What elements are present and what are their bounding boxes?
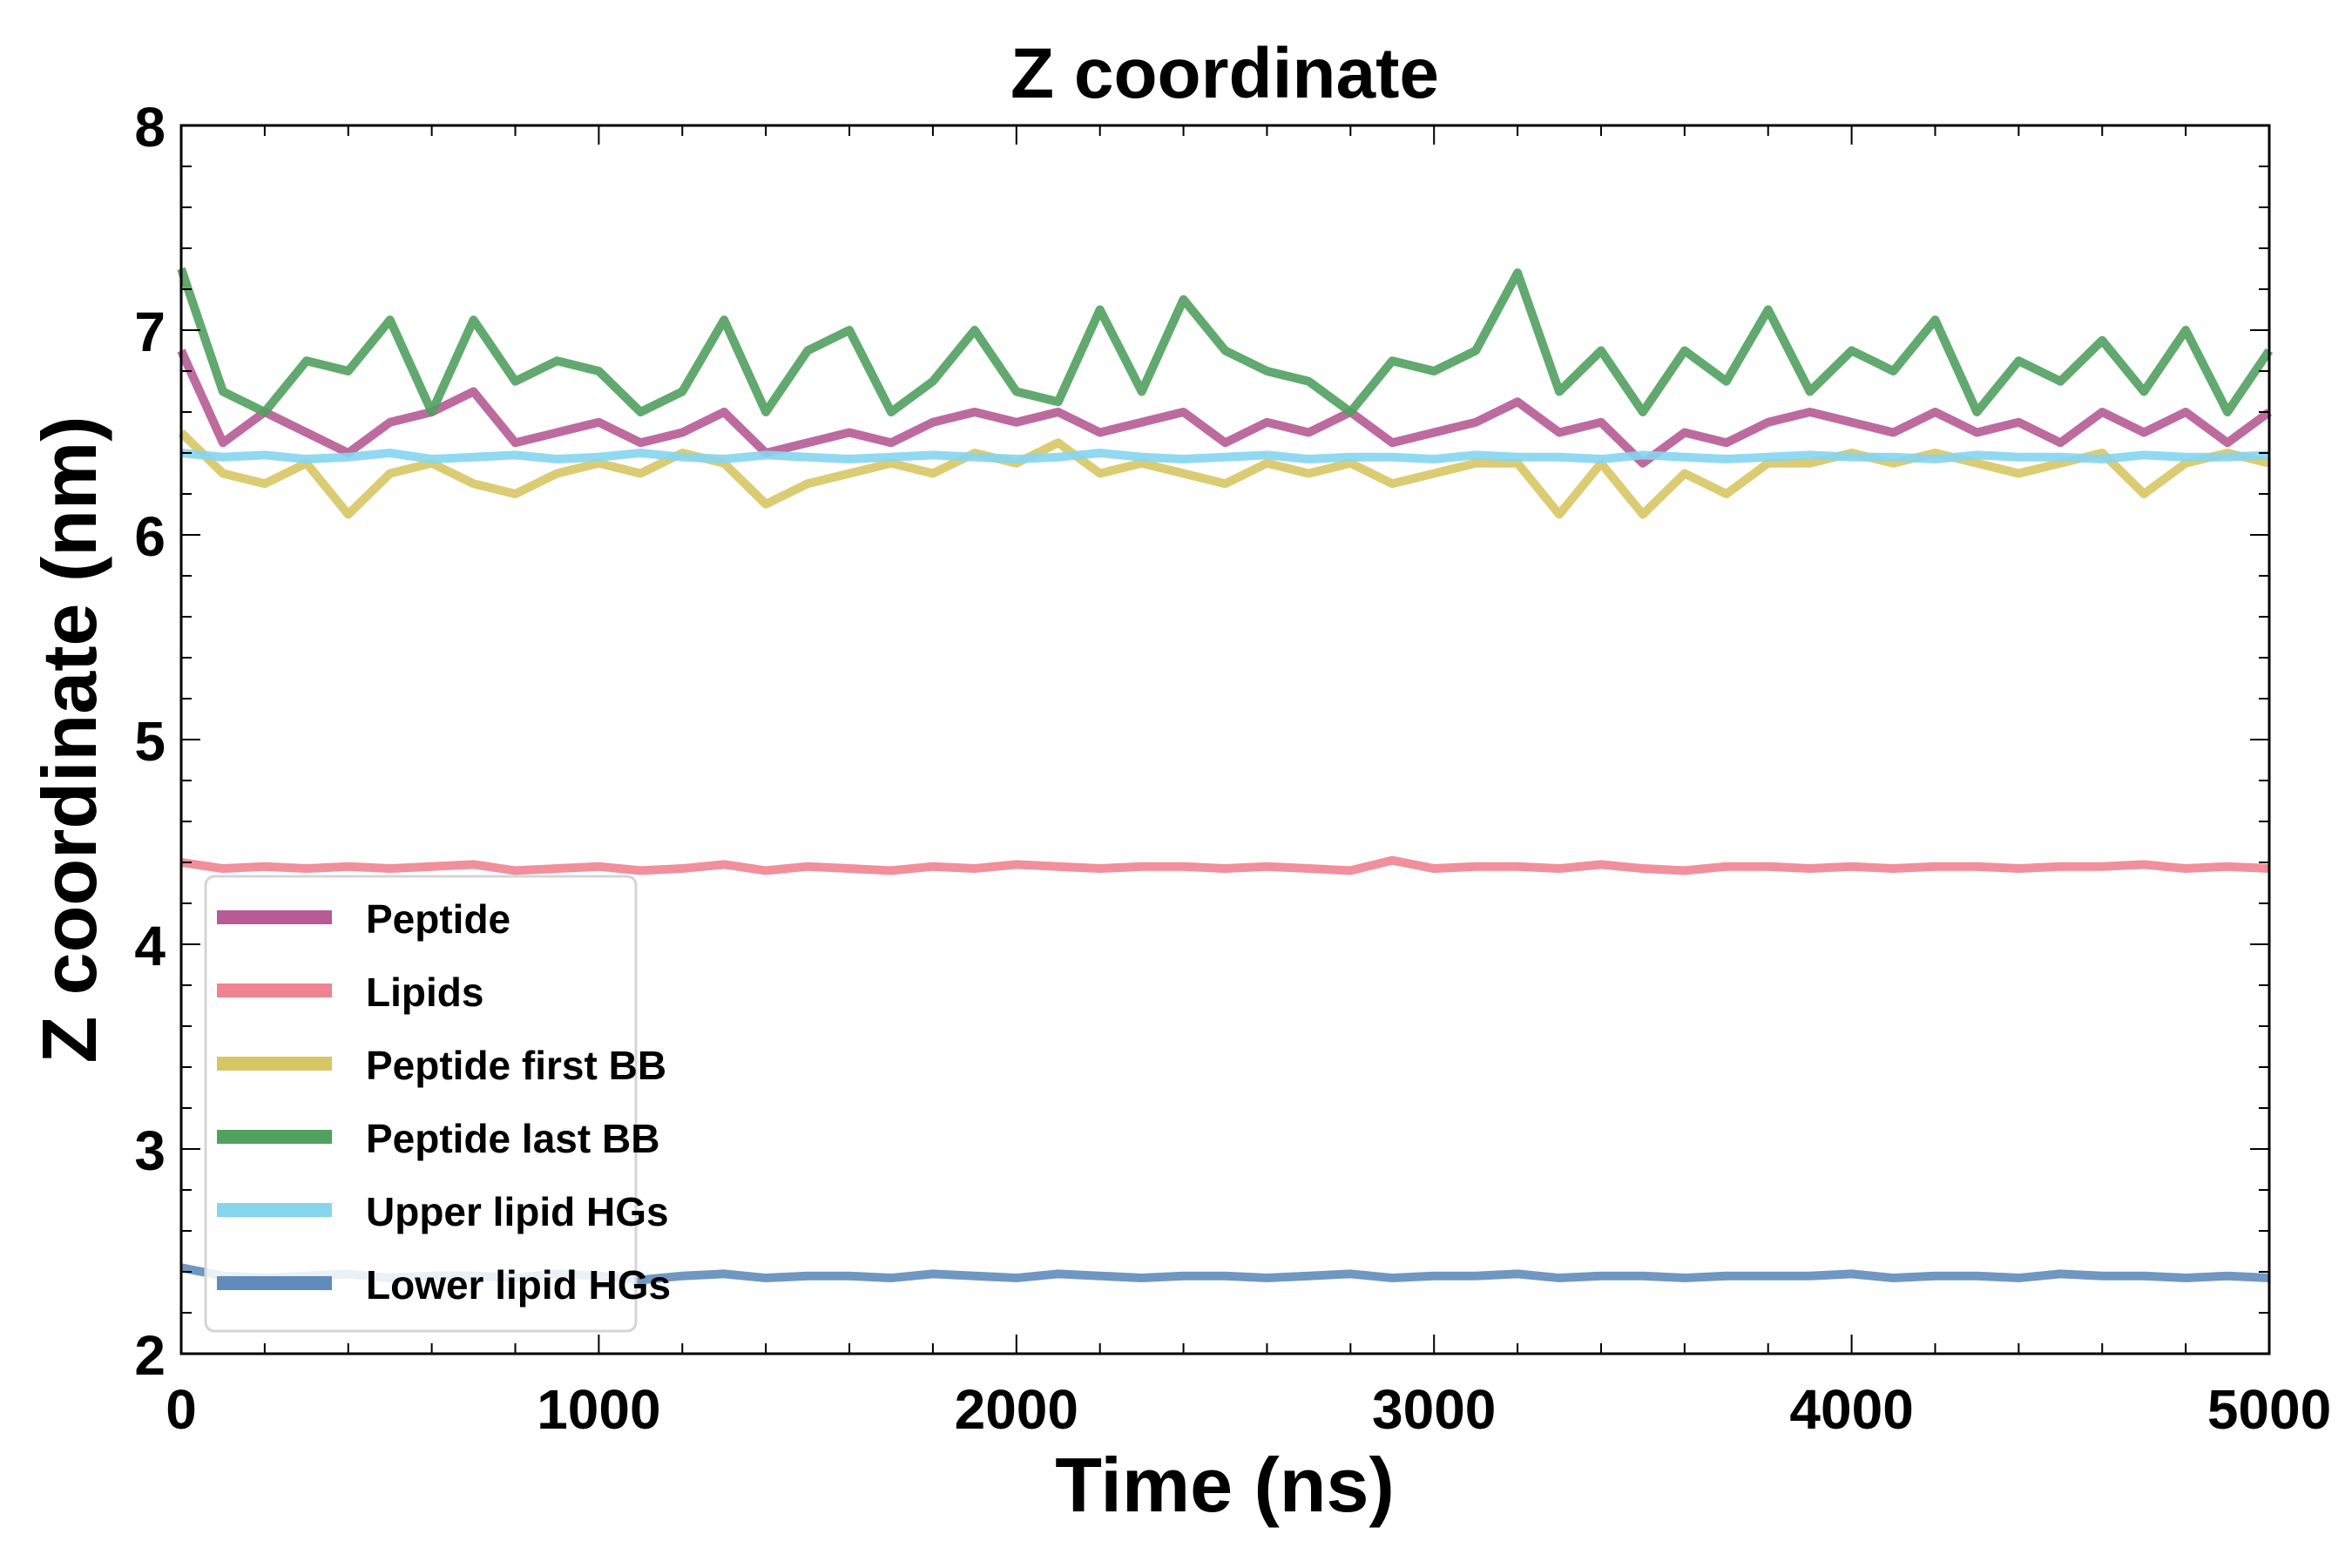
- x-tick-label: 5000: [2207, 1378, 2331, 1441]
- chart-title: Z coordinate: [1010, 34, 1439, 113]
- y-tick-label: 2: [134, 1324, 166, 1387]
- legend-label: Upper lipid HGs: [366, 1189, 669, 1234]
- legend-label: Peptide last BB: [366, 1116, 659, 1161]
- y-tick-label: 4: [134, 915, 166, 977]
- plot-frame: [179, 124, 2271, 1355]
- y-tick-label: 8: [134, 96, 166, 159]
- series-line-upper-lipid-hgs: [180, 449, 2270, 464]
- legend-label: Peptide: [366, 896, 510, 942]
- x-tick-label: 4000: [1789, 1378, 1913, 1441]
- x-tick-label: 1000: [537, 1378, 660, 1441]
- legend-label: Lipids: [366, 970, 483, 1015]
- y-axis-label: Z coordinate (nm): [26, 416, 112, 1063]
- x-tick-label: 2000: [955, 1378, 1078, 1441]
- axis-ticks: 0 1000 2000 3000 4000 5000 2 3 4 5 6 7 8: [134, 96, 2331, 1441]
- series-line-peptide: [177, 348, 2272, 468]
- series-line-peptide-last-bb: [177, 267, 2274, 416]
- y-tick-label: 5: [134, 710, 166, 773]
- x-tick-label: 3000: [1372, 1378, 1496, 1441]
- y-tick-label: 3: [134, 1119, 166, 1182]
- y-tick-label: 6: [134, 505, 166, 568]
- series-line-lipids: [180, 855, 2270, 875]
- x-tick-label: 0: [166, 1378, 197, 1441]
- y-tick-label: 7: [134, 301, 166, 363]
- legend-label: Lower lipid HGs: [366, 1262, 671, 1308]
- legend-label: Peptide first BB: [366, 1043, 666, 1088]
- legend: Peptide Lipids Peptide first BB Peptide las…: [204, 875, 671, 1333]
- x-axis-label: Time (ns): [1055, 1442, 1395, 1528]
